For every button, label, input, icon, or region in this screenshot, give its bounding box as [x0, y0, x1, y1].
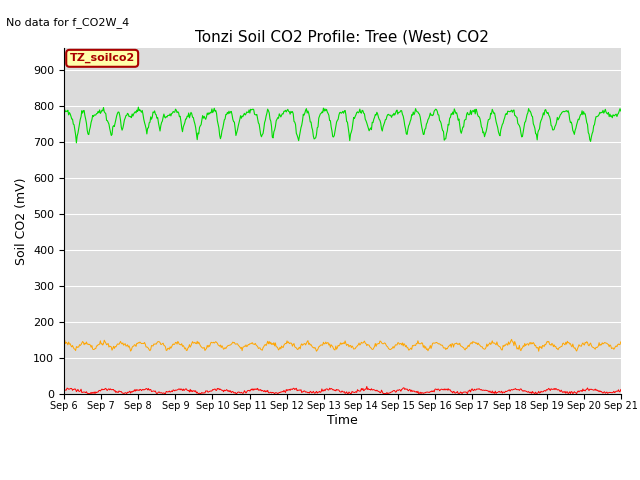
Text: TZ_soilco2: TZ_soilco2: [70, 53, 135, 63]
Title: Tonzi Soil CO2 Profile: Tree (West) CO2: Tonzi Soil CO2 Profile: Tree (West) CO2: [195, 29, 490, 44]
X-axis label: Time: Time: [327, 414, 358, 427]
Y-axis label: Soil CO2 (mV): Soil CO2 (mV): [15, 177, 28, 264]
Text: No data for f_CO2W_4: No data for f_CO2W_4: [6, 17, 130, 28]
Legend: -2cm, -4cm, -8cm: -2cm, -4cm, -8cm: [219, 475, 466, 480]
